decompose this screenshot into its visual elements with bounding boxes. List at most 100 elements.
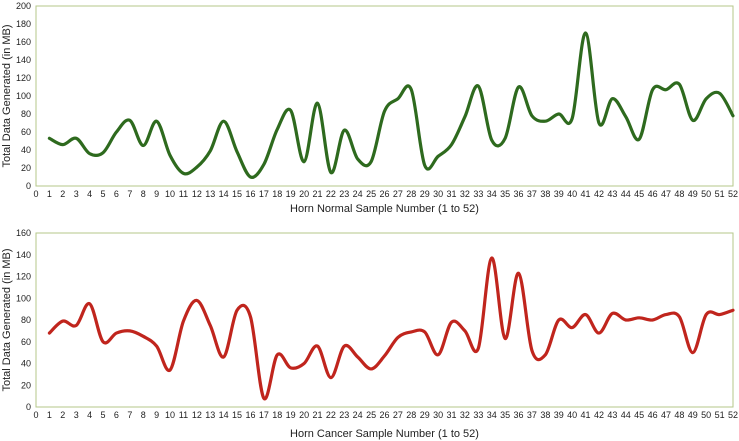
x-tick-label: 3 — [74, 189, 79, 199]
y-tick-label: 160 — [16, 228, 31, 238]
x-tick-label: 15 — [232, 410, 242, 420]
x-tick-label: 5 — [101, 189, 106, 199]
x-tick-label: 30 — [433, 189, 443, 199]
x-tick-label: 2 — [60, 189, 65, 199]
x-tick-label: 32 — [460, 189, 470, 199]
x-tick-label: 37 — [527, 410, 537, 420]
y-tick-label: 200 — [16, 1, 31, 11]
x-tick-label: 41 — [581, 189, 591, 199]
x-tick-label: 35 — [500, 410, 510, 420]
x-tick-label: 47 — [661, 410, 671, 420]
y-tick-label: 100 — [16, 91, 31, 101]
x-tick-label: 19 — [286, 410, 296, 420]
x-tick-label: 35 — [500, 189, 510, 199]
series-line — [47, 256, 735, 401]
x-tick-label: 48 — [674, 410, 684, 420]
x-tick-label: 17 — [259, 189, 269, 199]
x-tick-label: 19 — [286, 189, 296, 199]
x-tick-label: 39 — [554, 410, 564, 420]
x-tick-label: 28 — [406, 410, 416, 420]
x-tick-label: 41 — [581, 410, 591, 420]
x-tick-label: 37 — [527, 189, 537, 199]
x-tick-label: 22 — [326, 189, 336, 199]
y-tick-label: 180 — [16, 19, 31, 29]
x-tick-label: 9 — [154, 410, 159, 420]
x-tick-label: 22 — [326, 410, 336, 420]
x-tick-label: 36 — [514, 189, 524, 199]
x-tick-label: 42 — [594, 410, 604, 420]
x-tick-label: 40 — [567, 410, 577, 420]
x-tick-label: 33 — [473, 410, 483, 420]
y-tick-label: 60 — [21, 337, 31, 347]
y-tick-label: 160 — [16, 37, 31, 47]
x-tick-label: 44 — [621, 410, 631, 420]
x-tick-label: 1 — [47, 410, 52, 420]
plot-frame — [35, 232, 734, 408]
x-tick-label: 20 — [299, 410, 309, 420]
x-tick-label: 29 — [420, 410, 430, 420]
x-tick-label: 4 — [87, 410, 92, 420]
x-tick-label: 8 — [141, 189, 146, 199]
x-tick-label: 32 — [460, 410, 470, 420]
x-tick-label: 49 — [688, 410, 698, 420]
x-tick-label: 15 — [232, 189, 242, 199]
y-tick-label: 120 — [16, 73, 31, 83]
x-tick-label: 29 — [420, 189, 430, 199]
x-axis-title: Horn Cancer Sample Number (1 to 52) — [290, 428, 479, 440]
y-axis-title: Total Data Generated (in MB) — [1, 24, 13, 167]
x-tick-label: 17 — [259, 410, 269, 420]
x-tick-label: 34 — [487, 189, 497, 199]
x-tick-label: 23 — [339, 189, 349, 199]
x-tick-label: 7 — [127, 189, 132, 199]
x-tick-label: 47 — [661, 189, 671, 199]
series-line — [47, 31, 735, 179]
x-tick-label: 6 — [114, 410, 119, 420]
x-tick-label: 11 — [179, 410, 188, 420]
x-tick-label: 40 — [567, 189, 577, 199]
x-tick-label: 27 — [393, 410, 403, 420]
x-tick-label: 48 — [674, 189, 684, 199]
x-tick-label: 26 — [379, 410, 389, 420]
x-tick-label: 25 — [366, 189, 376, 199]
x-tick-label: 12 — [192, 410, 202, 420]
x-tick-label: 44 — [621, 189, 631, 199]
x-tick-label: 6 — [114, 189, 119, 199]
x-tick-label: 28 — [406, 189, 416, 199]
x-tick-label: 42 — [594, 189, 604, 199]
plot-frame — [35, 5, 734, 187]
x-tick-label: 0 — [33, 189, 38, 199]
x-tick-label: 38 — [540, 189, 550, 199]
x-tick-label: 39 — [554, 189, 564, 199]
y-tick-label: 40 — [21, 359, 31, 369]
x-tick-label: 14 — [219, 410, 229, 420]
y-tick-label: 80 — [21, 315, 31, 325]
y-tick-label: 60 — [21, 127, 31, 137]
x-tick-label: 23 — [339, 410, 349, 420]
x-tick-label: 51 — [715, 410, 725, 420]
x-tick-label: 31 — [447, 189, 457, 199]
x-tick-label: 20 — [299, 189, 309, 199]
y-tick-label: 140 — [16, 250, 31, 260]
x-tick-label: 21 — [312, 189, 322, 199]
x-tick-label: 30 — [433, 410, 443, 420]
x-tick-label: 45 — [634, 410, 644, 420]
x-tick-label: 43 — [607, 189, 617, 199]
x-tick-label: 10 — [165, 189, 175, 199]
x-tick-label: 7 — [127, 410, 132, 420]
x-tick-label: 2 — [60, 410, 65, 420]
x-tick-label: 46 — [648, 410, 658, 420]
x-tick-label: 21 — [312, 410, 322, 420]
y-tick-label: 20 — [21, 380, 31, 390]
x-tick-label: 4 — [87, 189, 92, 199]
x-tick-label: 3 — [74, 410, 79, 420]
x-tick-label: 52 — [728, 189, 738, 199]
x-tick-label: 33 — [473, 189, 483, 199]
x-tick-label: 25 — [366, 410, 376, 420]
x-tick-label: 12 — [192, 189, 202, 199]
x-tick-label: 18 — [272, 189, 282, 199]
x-tick-label: 14 — [219, 189, 229, 199]
y-tick-label: 120 — [16, 272, 31, 282]
x-tick-label: 24 — [353, 189, 363, 199]
